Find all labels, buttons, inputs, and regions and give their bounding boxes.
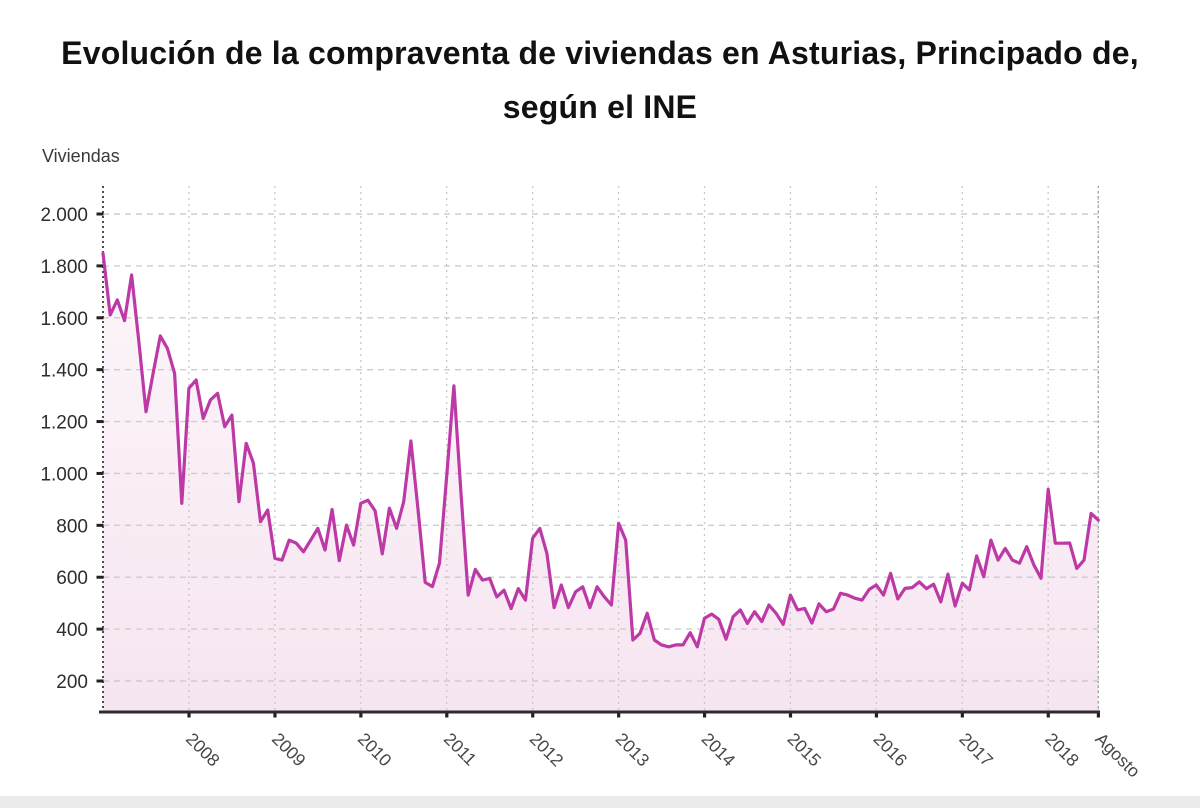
- x-tick-mark: [359, 712, 363, 718]
- x-tick-mark: [531, 712, 535, 718]
- x-tick-label: 2015: [784, 729, 826, 771]
- x-tick-mark: [273, 712, 277, 718]
- x-tick-label: 2010: [354, 729, 396, 771]
- x-tick-label: Agosto: [1091, 729, 1144, 782]
- y-tick-label: 1.800: [40, 257, 88, 278]
- x-tick-label: 2011: [440, 729, 481, 770]
- y-tick-label: 800: [56, 516, 88, 537]
- x-tick-label: 2017: [955, 729, 997, 771]
- y-tick-label: 200: [56, 672, 88, 693]
- y-tick-label: 400: [56, 620, 88, 641]
- x-tick-mark: [874, 712, 879, 718]
- y-tick-mark: [96, 627, 104, 631]
- y-tick-label: 1.200: [40, 413, 88, 434]
- x-tick-label: 2016: [869, 729, 911, 771]
- x-tick-label: 2014: [698, 729, 740, 771]
- x-tick-label: 2009: [268, 729, 310, 771]
- x-tick-mark: [960, 712, 964, 718]
- y-tick-mark: [96, 316, 104, 320]
- y-tick-mark: [96, 212, 104, 216]
- y-axis-label: Viviendas: [42, 146, 120, 166]
- data-line-viviendas: [101, 251, 1100, 649]
- y-tick-mark: [96, 368, 104, 372]
- x-tick-label: 2018: [1041, 729, 1083, 771]
- y-tick-mark: [96, 679, 104, 683]
- y-tick-label: 2.000: [40, 205, 88, 226]
- y-tick-label: 1.600: [40, 309, 88, 330]
- x-tick-mark: [1096, 712, 1100, 718]
- y-tick-mark: [96, 471, 104, 475]
- x-tick-label: 2012: [526, 729, 568, 771]
- x-tick-label: 2013: [612, 729, 654, 771]
- y-tick-mark: [96, 264, 104, 268]
- y-tick-mark: [96, 523, 104, 527]
- y-tick-mark: [96, 575, 104, 579]
- footer-strip: [0, 796, 1200, 808]
- y-tick-label: 1.000: [40, 464, 88, 485]
- y-tick-label: 600: [56, 568, 88, 589]
- x-tick-label: 2008: [182, 729, 224, 771]
- chart-title: Evolución de la compraventa de viviendas…: [61, 35, 1139, 126]
- x-tick-mark: [187, 712, 191, 718]
- x-tick-mark: [617, 712, 621, 718]
- y-tick-label: 1.400: [40, 361, 88, 382]
- y-tick-mark: [96, 420, 104, 424]
- x-tick-mark: [788, 712, 793, 718]
- x-tick-mark: [1046, 712, 1050, 718]
- x-tick-mark: [445, 712, 449, 718]
- x-tick-mark: [702, 712, 707, 718]
- area-fill: [103, 253, 1099, 712]
